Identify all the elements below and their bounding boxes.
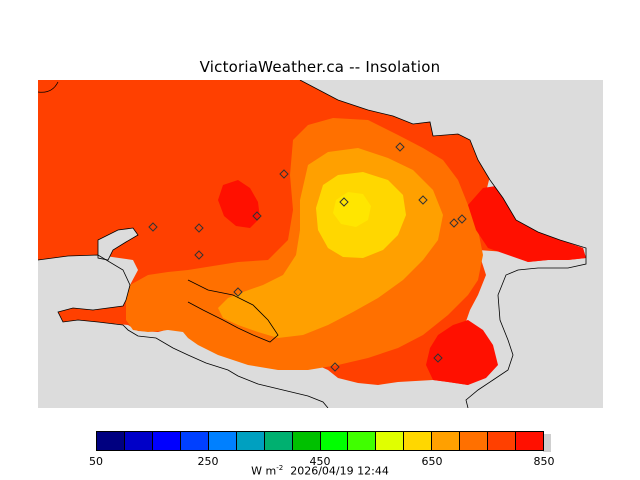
- coastline: [38, 254, 329, 408]
- diamond-icon: [233, 287, 243, 297]
- colorbar-swatch: [460, 432, 489, 450]
- colorbar-swatch: [516, 432, 543, 450]
- units-label: W m: [251, 464, 277, 478]
- diamond-icon: [194, 223, 204, 233]
- colorbar-swatch: [348, 432, 377, 450]
- colorbar-swatch: [124, 432, 153, 450]
- insolation-map: [38, 80, 603, 408]
- diamond-icon: [194, 250, 204, 260]
- colorbar-swatch: [180, 432, 209, 450]
- diamond-icon: [339, 197, 349, 207]
- diamond-icon: [279, 169, 289, 179]
- colorbar-swatch: [236, 432, 265, 450]
- colorbar-tick-label: 850: [533, 455, 555, 468]
- colorbar-swatch: [488, 432, 517, 450]
- map-title: VictoriaWeather.ca -- Insolation: [199, 58, 441, 76]
- diamond-icon: [330, 362, 340, 372]
- colorbar-swatch: [404, 432, 433, 450]
- colorbar-swatch: [432, 432, 461, 450]
- diamond-icon: [148, 222, 158, 232]
- diamond-icon: [449, 218, 459, 228]
- colorbar-swatch: [152, 432, 181, 450]
- colorbar-swatch: [208, 432, 237, 450]
- diamond-icon: [252, 211, 262, 221]
- station-markers: [148, 142, 467, 372]
- colorbar-tick-label: 250: [197, 455, 219, 468]
- coastline-harbour: [187, 279, 279, 343]
- units-exponent: -2: [276, 464, 284, 472]
- colorbar-swatch: [292, 432, 321, 450]
- units-and-timestamp: W m-2 2026/04/19 12:44: [0, 464, 640, 478]
- diamond-icon: [433, 353, 443, 363]
- coastline-east: [299, 80, 587, 408]
- colorbar-swatch: [97, 432, 125, 450]
- colorbar-tick-label: 450: [309, 455, 331, 468]
- colorbar-tick-label: 50: [89, 455, 103, 468]
- contour-band-red-east: [468, 186, 586, 262]
- diamond-icon: [457, 214, 467, 224]
- coastline-arc-northwest: [38, 81, 59, 93]
- diamond-icon: [395, 142, 405, 152]
- contour-band-red-southeast: [426, 320, 498, 385]
- colorbar-shadow: [543, 434, 551, 452]
- water-region-east: [300, 80, 603, 408]
- colorbar-swatch: [320, 432, 349, 450]
- colorbar-swatch: [264, 432, 293, 450]
- diamond-icon: [418, 195, 428, 205]
- colorbar-swatch: [376, 432, 405, 450]
- colorbar-tick-label: 650: [421, 455, 443, 468]
- contour-band-red-cell: [218, 180, 260, 228]
- coastline-inlet: [97, 227, 139, 261]
- colorbar: [96, 431, 544, 451]
- contour-core-yellow: [333, 192, 371, 227]
- water-region-southwest: [38, 255, 328, 408]
- timestamp: 2026/04/19 12:44: [290, 464, 389, 478]
- water-region-inlet: [98, 228, 138, 260]
